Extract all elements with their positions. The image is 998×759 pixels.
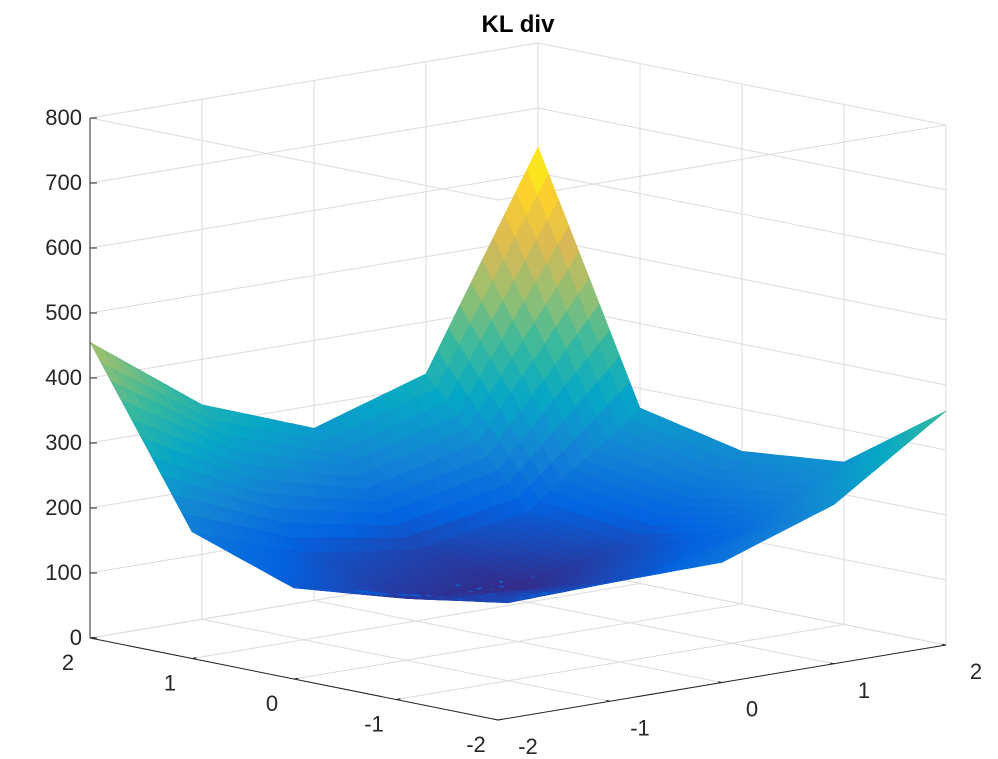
z-tick-label: 600 (45, 235, 82, 260)
grid-line-y (293, 84, 743, 680)
z-tick-label: 400 (45, 365, 82, 390)
y-tick-label: 0 (266, 691, 278, 716)
chart-title: KL div (482, 11, 556, 38)
z-tick-label: 0 (70, 625, 82, 650)
y-tick-label: 1 (164, 671, 176, 696)
z-tick-label: 800 (45, 105, 82, 130)
axes: 0 100 200 300 400 500 600 700 800 -2 -1 0 1 2 -2 -1 0 1 2 (45, 105, 982, 759)
x-tick-label: 2 (970, 659, 982, 684)
y-tick-mark (89, 636, 95, 639)
x-tick-label: -2 (518, 734, 538, 759)
x-tick-mark (829, 662, 835, 665)
x-tick-label: -1 (630, 715, 650, 740)
x-tick-label: 0 (746, 697, 758, 722)
surface-patch (89, 341, 113, 368)
grid-line-y (191, 63, 641, 659)
box-top-edge (89, 117, 947, 201)
x-tick-mark (717, 681, 723, 683)
grid-line-y (395, 104, 845, 700)
z-tick-label: 500 (45, 300, 82, 325)
surface (89, 146, 947, 604)
x-tick-mark (941, 643, 947, 646)
y-tick-label: 2 (62, 650, 74, 675)
y-tick-mark (395, 698, 401, 700)
z-tick-label: 100 (45, 560, 82, 585)
y-tick-mark (293, 677, 299, 680)
y-tick-mark (497, 718, 503, 721)
x-tick-mark (493, 718, 499, 721)
y-tick-mark (191, 657, 197, 659)
z-tick-label: 700 (45, 170, 82, 195)
grid-line-z (89, 42, 947, 126)
y-tick-label: -2 (466, 732, 486, 757)
y-tick-label: -1 (364, 712, 384, 737)
x-tick-mark (605, 699, 611, 702)
surface-patch (924, 410, 947, 426)
z-tick-label: 200 (45, 495, 82, 520)
z-tick-label: 300 (45, 430, 82, 455)
x-tick-label: 1 (858, 678, 870, 703)
grid-line-z (89, 107, 947, 191)
